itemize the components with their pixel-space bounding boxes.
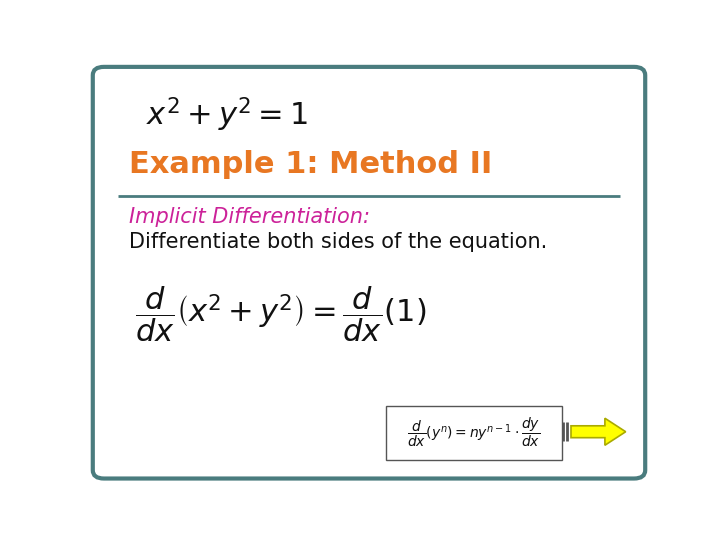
FancyBboxPatch shape — [386, 406, 562, 460]
Text: $x^{2} + y^{2} = 1$: $x^{2} + y^{2} = 1$ — [145, 96, 307, 134]
Text: Differentiate both sides of the equation.: Differentiate both sides of the equation… — [129, 232, 547, 252]
Text: Implicit Differentiation:: Implicit Differentiation: — [129, 207, 370, 227]
Polygon shape — [571, 418, 626, 446]
FancyBboxPatch shape — [93, 67, 645, 478]
Text: Example 1: Method II: Example 1: Method II — [129, 150, 492, 179]
Text: $\dfrac{d}{dx}\left(x^{2} + y^{2}\right) = \dfrac{d}{dx}\left(1\right)$: $\dfrac{d}{dx}\left(x^{2} + y^{2}\right)… — [135, 285, 426, 344]
Text: $\dfrac{d}{dx}\left(y^{n}\right) = ny^{n-1}\cdot\dfrac{dy}{dx}$: $\dfrac{d}{dx}\left(y^{n}\right) = ny^{n… — [408, 416, 541, 449]
